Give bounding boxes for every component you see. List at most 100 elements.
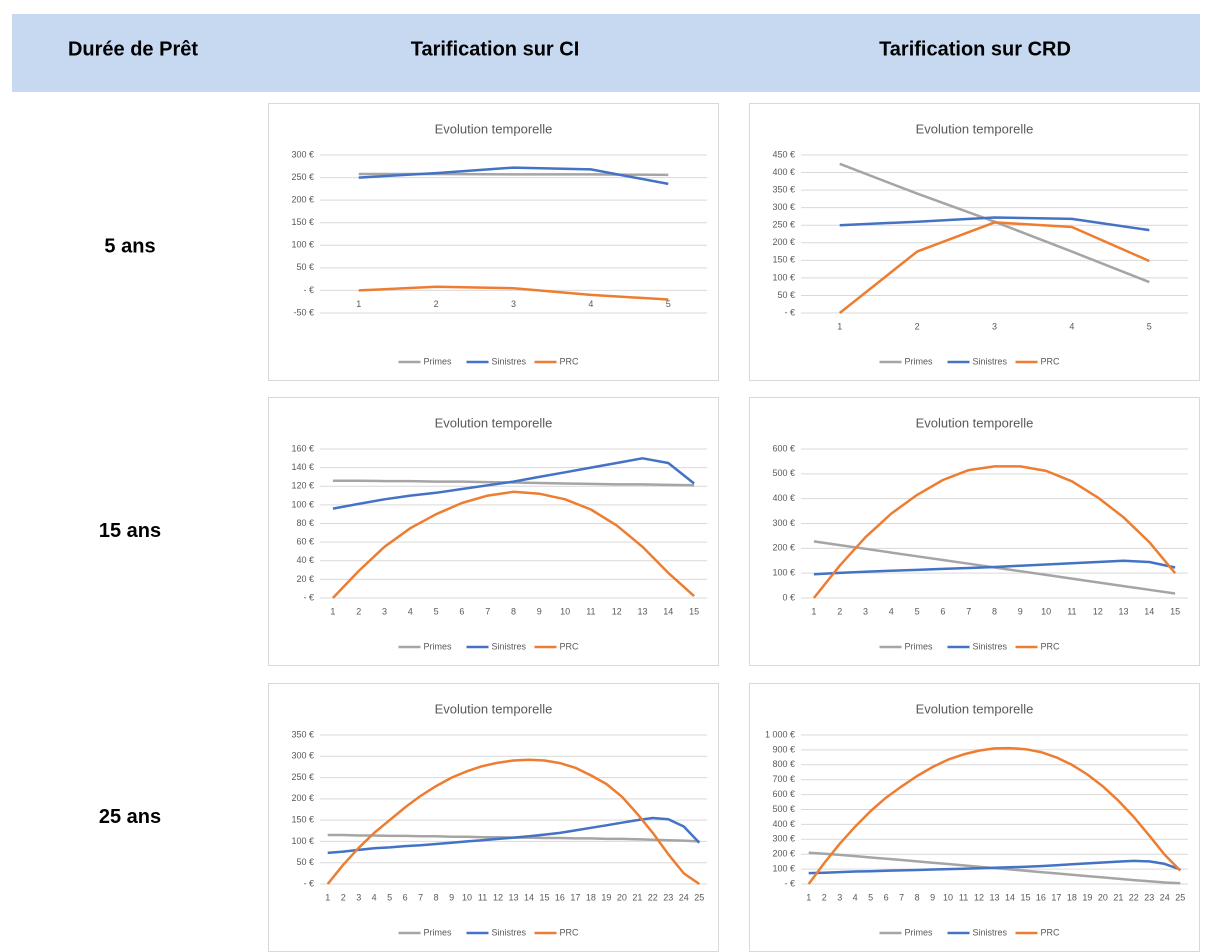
x-tick-label: 1 <box>806 892 811 902</box>
x-tick-label: 7 <box>899 892 904 902</box>
x-tick-label: 6 <box>459 606 464 616</box>
x-tick-label: 1 <box>330 606 335 616</box>
y-tick-label: 900 € <box>772 744 795 754</box>
legend-label: Primes <box>905 641 934 651</box>
legend-label: Primes <box>424 927 453 937</box>
chart-title: Evolution temporelle <box>435 701 553 716</box>
x-tick-label: 7 <box>418 892 423 902</box>
x-tick-label: 2 <box>837 606 842 616</box>
x-tick-label: 6 <box>884 892 889 902</box>
y-tick-label: 200 € <box>291 793 314 803</box>
y-tick-label: 600 € <box>772 789 795 799</box>
legend-label: Primes <box>905 356 934 366</box>
y-tick-label: 100 € <box>772 272 795 282</box>
legend-label: Sinistres <box>492 356 527 366</box>
x-tick-label: 23 <box>663 892 673 902</box>
chart-frame <box>268 683 719 952</box>
x-tick-label: 17 <box>570 892 580 902</box>
x-tick-label: 21 <box>632 892 642 902</box>
row-label: 15 ans <box>99 520 161 542</box>
x-tick-label: 24 <box>679 892 689 902</box>
series-line <box>358 166 669 186</box>
y-tick-label: 120 € <box>291 481 314 491</box>
x-tick-label: 2 <box>341 892 346 902</box>
chart-title: Evolution temporelle <box>916 121 1034 136</box>
x-tick-label: 1 <box>325 892 330 902</box>
y-tick-label: 200 € <box>772 543 795 553</box>
y-tick-label: 450 € <box>772 149 795 159</box>
x-tick-label: 10 <box>462 892 472 902</box>
x-tick-label: 16 <box>1036 892 1046 902</box>
series-line <box>839 216 1150 232</box>
y-tick-label: 250 € <box>772 220 795 230</box>
x-tick-label: 25 <box>694 892 704 902</box>
series-line <box>327 816 701 855</box>
column-header: Durée de Prêt <box>68 38 198 60</box>
x-tick-label: 8 <box>434 892 439 902</box>
y-tick-label: 0 € <box>782 592 795 602</box>
x-tick-label: 3 <box>356 892 361 902</box>
legend-label: PRC <box>1041 356 1061 366</box>
x-tick-label: 9 <box>449 892 454 902</box>
header-band <box>12 14 1200 92</box>
series-line <box>332 457 695 510</box>
x-tick-label: 3 <box>863 606 868 616</box>
y-tick-label: 350 € <box>291 729 314 739</box>
x-tick-label: 12 <box>493 892 503 902</box>
x-tick-label: 23 <box>1144 892 1154 902</box>
x-tick-label: 14 <box>1005 892 1015 902</box>
y-tick-label: 250 € <box>291 172 314 182</box>
x-tick-label: 8 <box>511 606 516 616</box>
x-tick-label: 12 <box>1093 606 1103 616</box>
y-tick-label: 100 € <box>772 863 795 873</box>
y-tick-label: 150 € <box>291 815 314 825</box>
x-tick-label: 5 <box>868 892 873 902</box>
x-tick-label: 2 <box>356 606 361 616</box>
x-tick-label: 16 <box>555 892 565 902</box>
y-tick-label: 500 € <box>772 468 795 478</box>
x-tick-label: 1 <box>356 299 361 309</box>
x-tick-label: 7 <box>485 606 490 616</box>
x-tick-label: 22 <box>648 892 658 902</box>
legend-label: PRC <box>1041 927 1061 937</box>
chart-frame <box>268 397 719 666</box>
x-tick-label: 3 <box>511 299 516 309</box>
y-tick-label: -50 € <box>293 307 314 317</box>
x-tick-label: 15 <box>539 892 549 902</box>
y-tick-label: 140 € <box>291 462 314 472</box>
x-tick-label: 3 <box>837 892 842 902</box>
y-tick-label: 160 € <box>291 443 314 453</box>
x-tick-label: 24 <box>1160 892 1170 902</box>
x-tick-label: 5 <box>387 892 392 902</box>
y-tick-label: 60 € <box>296 537 314 547</box>
x-tick-label: 13 <box>637 606 647 616</box>
x-tick-label: 5 <box>434 606 439 616</box>
chart-title: Evolution temporelle <box>435 121 553 136</box>
x-tick-label: 11 <box>478 892 487 902</box>
chart-frame <box>749 397 1200 666</box>
y-tick-label: 100 € <box>291 499 314 509</box>
x-tick-label: 20 <box>1098 892 1108 902</box>
series-line <box>326 758 701 886</box>
y-tick-label: 100 € <box>291 240 314 250</box>
x-tick-label: 22 <box>1129 892 1139 902</box>
x-tick-label: 21 <box>1113 892 1123 902</box>
y-tick-label: 200 € <box>772 849 795 859</box>
legend-label: Primes <box>424 356 453 366</box>
series-line <box>358 285 669 301</box>
y-tick-label: 150 € <box>772 255 795 265</box>
chart-frame <box>268 103 719 381</box>
legend-label: PRC <box>560 927 580 937</box>
legend-label: PRC <box>560 356 580 366</box>
x-tick-label: 2 <box>822 892 827 902</box>
legend-label: Sinistres <box>973 641 1008 651</box>
y-tick-label: 150 € <box>291 217 314 227</box>
x-tick-label: 13 <box>1118 606 1128 616</box>
y-tick-label: 250 € <box>291 772 314 782</box>
x-tick-label: 4 <box>853 892 858 902</box>
series-line <box>812 465 1177 599</box>
x-tick-label: 14 <box>663 606 673 616</box>
y-tick-label: 100 € <box>291 836 314 846</box>
series-line <box>838 221 1150 314</box>
x-tick-label: 5 <box>915 606 920 616</box>
